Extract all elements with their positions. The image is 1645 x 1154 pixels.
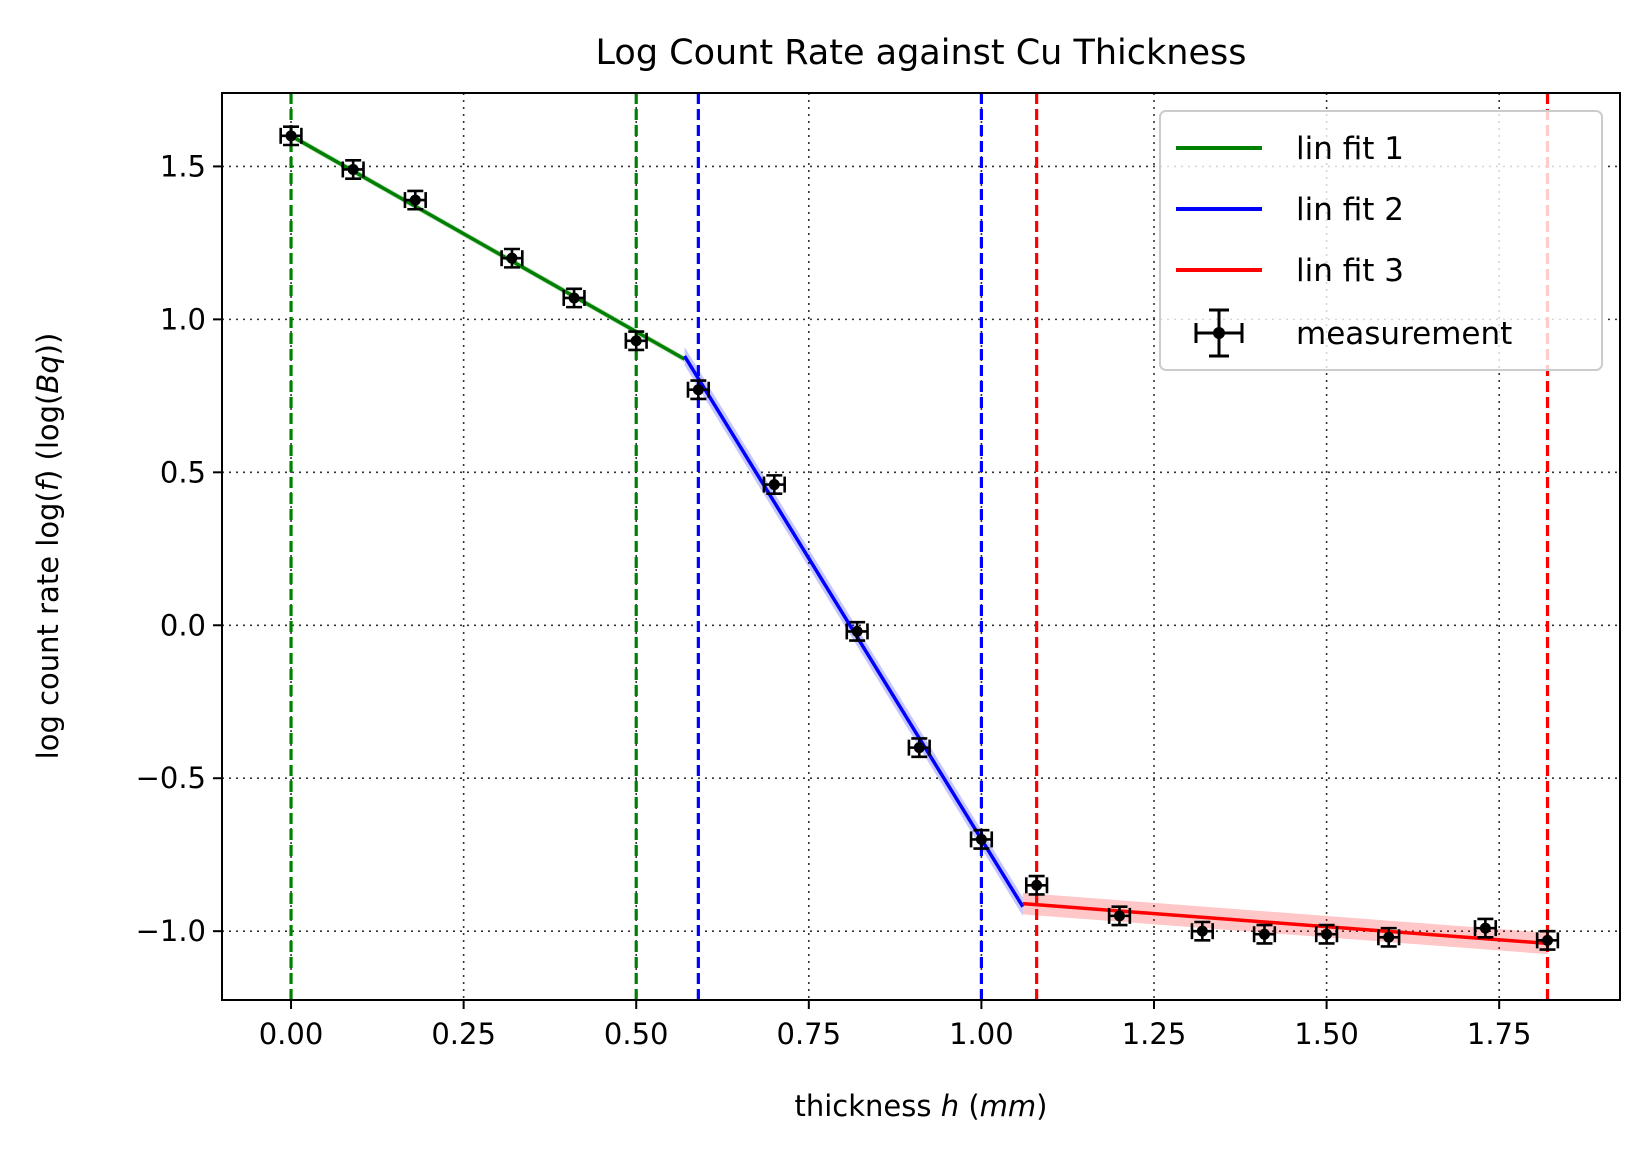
y-tick-label: 1.0 [160,302,206,336]
y-tick-label: 0.0 [160,608,206,642]
x-tick-label: 1.25 [1122,1017,1187,1051]
x-tick-label: 1.00 [949,1017,1014,1051]
plot-frame [221,92,1621,1001]
legend-label-lin-fit-1: lin fit 1 [1296,131,1404,167]
y-tick-label: 1.5 [160,149,206,183]
measurement-point [403,189,427,211]
measurement-point [500,247,524,269]
measurement-point [624,330,648,352]
legend-label-lin-fit-2: lin fit 2 [1296,192,1404,228]
x-tick-label: 0.50 [604,1017,669,1051]
y-tick-label: 0.5 [160,455,206,489]
measurement-point [1252,923,1277,945]
measurement-point [279,125,303,147]
measurement-point [762,474,786,496]
measurement-points [279,125,1560,951]
y-tick-label: −1.0 [136,914,206,948]
chart-title: Log Count Rate against Cu Thickness [596,33,1247,73]
x-tick-label: 1.50 [1294,1017,1359,1051]
legend-box [1159,110,1603,371]
measurement-point [562,287,586,309]
measurement-point [1107,905,1132,927]
measurement-point [1190,920,1214,942]
legend: lin fit 1 lin fit 2 lin fit 3 measuremen… [1159,110,1603,371]
y-axis-label: log count rate log(f) (log(Bq)) [31,333,65,760]
x-tick-label: 0.75 [777,1017,842,1051]
measurement-point [1314,923,1339,945]
measurement-point [1473,917,1498,939]
measurement-point [907,737,931,759]
x-axis-label: thickness h (mm) [795,1089,1048,1123]
x-tick-label: 0.25 [431,1017,496,1051]
measurement-point [1024,874,1049,896]
measurement-point [686,379,711,401]
legend-label-measurement: measurement [1296,316,1512,352]
y-tick-label: −0.5 [136,761,206,795]
legend-swatch-measurement [1194,308,1244,358]
measurement-point [341,158,365,180]
x-axis: 0.00 0.25 0.50 0.75 1.00 1.25 1.50 1.75 [259,1000,1532,1051]
measurement-point [969,828,994,850]
x-tick-label: 1.75 [1467,1017,1532,1051]
legend-label-lin-fit-3: lin fit 3 [1296,253,1404,289]
measurement-point [845,620,869,642]
measurement-point [1535,929,1560,951]
grid [222,93,1620,1000]
x-tick-label: 0.00 [259,1017,324,1051]
y-axis: −1.0 −0.5 0.0 0.5 1.0 1.5 [136,149,222,948]
measurement-point [1377,926,1401,948]
